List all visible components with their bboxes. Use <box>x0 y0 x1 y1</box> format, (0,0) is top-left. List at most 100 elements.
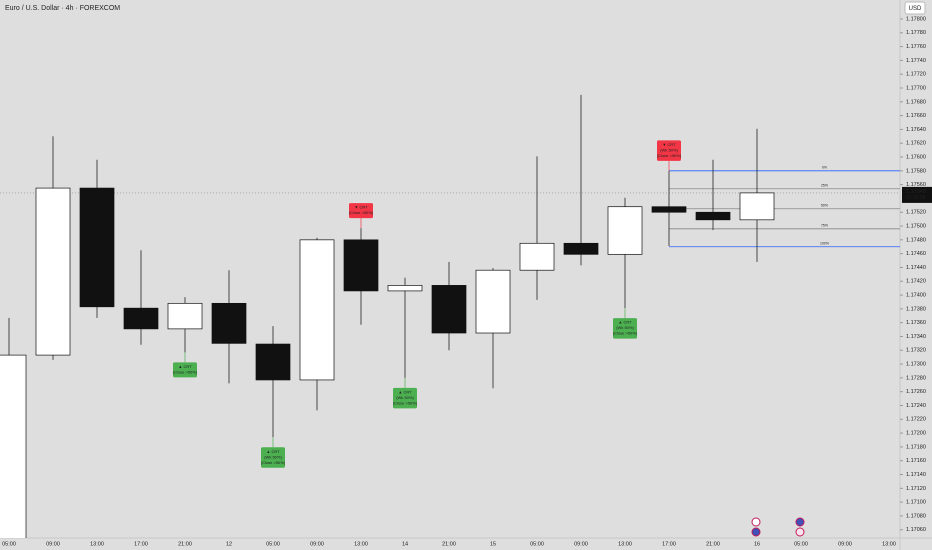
annotation-box <box>349 203 373 219</box>
candle-body <box>167 302 203 330</box>
y-tick-label: 1.17500 <box>906 223 926 229</box>
level-label: 75% <box>821 224 828 228</box>
annotation-box <box>613 318 637 339</box>
y-tick-label: 1.17720 <box>906 72 926 78</box>
x-tick-label: 13:00 <box>354 541 368 547</box>
x-tick-label: 15 <box>490 541 496 547</box>
level-label: 100% <box>820 242 829 246</box>
y-tick-label: 1.17120 <box>906 486 926 492</box>
annotation-text: (Wk 50%) <box>396 395 414 400</box>
y-tick-label: 1.17740 <box>906 58 926 64</box>
icon <box>751 527 761 537</box>
last-price-tag <box>902 186 932 203</box>
level-label: 50% <box>821 204 828 208</box>
y-tick-label: 1.17760 <box>906 44 926 50</box>
y-tick-label: 1.17800 <box>906 16 926 22</box>
y-tick-label: 1.17320 <box>906 348 926 354</box>
candle-body <box>431 285 467 334</box>
annotation-text: (Wk 50%) <box>264 454 282 459</box>
x-tick-label: 12 <box>226 541 232 547</box>
x-tick-label: 14 <box>402 541 408 547</box>
x-tick-label: 21:00 <box>706 541 720 547</box>
annotation-box <box>173 362 197 378</box>
y-tick-label: 1.17680 <box>906 99 926 105</box>
annotation-box <box>261 447 285 468</box>
x-tick-label: 13:00 <box>90 541 104 547</box>
y-tick-label: 1.17240 <box>906 403 926 409</box>
candle-body <box>739 192 775 221</box>
candle-body <box>519 242 555 271</box>
candle-body <box>255 343 291 381</box>
annotation-text: (Close >50%) <box>173 369 198 374</box>
x-tick-label: 05:00 <box>266 541 280 547</box>
y-tick-label: 1.17220 <box>906 417 926 423</box>
y-tick-label: 1.17200 <box>906 431 926 437</box>
y-tick-label: 1.17520 <box>906 210 926 216</box>
annotation-text: (Close >50%) <box>393 400 418 405</box>
y-tick-label: 1.17080 <box>906 513 926 519</box>
candle-body <box>475 269 511 334</box>
x-tick-label: 09:00 <box>574 541 588 547</box>
annotation-text: (Wk 50%) <box>660 147 678 152</box>
annotation-text: (Wk 50%) <box>616 325 634 330</box>
y-tick-label: 1.17340 <box>906 334 926 340</box>
annotation-text: (Close <50%) <box>657 153 682 158</box>
candle-body <box>35 187 71 356</box>
level-label: 0% <box>822 166 827 170</box>
annotation-text: ▼ CRT <box>354 205 368 210</box>
icon <box>795 517 805 527</box>
x-tick-label: 09:00 <box>46 541 60 547</box>
currency-label[interactable]: USD <box>909 6 922 12</box>
y-tick-label: 1.17300 <box>906 362 926 368</box>
annotation-box <box>393 387 417 409</box>
y-tick-label: 1.17640 <box>906 127 926 133</box>
y-tick-label: 1.17620 <box>906 141 926 147</box>
x-tick-label: 13:00 <box>882 541 896 547</box>
annotation-box <box>657 140 681 161</box>
x-tick-label: 21:00 <box>178 541 192 547</box>
y-tick-label: 1.17140 <box>906 472 926 478</box>
last-price-label: 1.17548 <box>906 189 926 195</box>
bottom-icons <box>751 517 805 537</box>
annotation-text: (Close <50%) <box>349 210 374 215</box>
candle-body <box>387 285 423 292</box>
y-tick-label: 1.17400 <box>906 293 926 299</box>
y-tick-label: 1.17660 <box>906 113 926 119</box>
candle-body <box>0 354 27 538</box>
x-tick-label: 16 <box>754 541 760 547</box>
icon <box>751 517 761 527</box>
level-label: 25% <box>821 184 828 188</box>
currency-button[interactable] <box>904 1 926 15</box>
candle-body <box>79 187 115 308</box>
candle-body <box>211 302 247 344</box>
x-tick-label: 17:00 <box>662 541 676 547</box>
annotation-text: (Close >50%) <box>613 331 638 336</box>
y-tick-label: 1.17360 <box>906 320 926 326</box>
y-tick-label: 1.17480 <box>906 237 926 243</box>
annotation-text: ▲ CRT <box>266 449 280 454</box>
y-tick-label: 1.17420 <box>906 279 926 285</box>
x-tick-label: 21:00 <box>442 541 456 547</box>
countdown-label: 01:25:58 <box>906 195 926 201</box>
plot-area: 0%25%50%75%100%▲ CRT(Close >50%)▲ CRT(Wk… <box>0 94 900 538</box>
x-tick-label: 09:00 <box>838 541 852 547</box>
icon <box>795 527 805 537</box>
x-tick-label: 13:00 <box>618 541 632 547</box>
x-tick-label: 05:00 <box>794 541 808 547</box>
x-tick-label: 05:00 <box>530 541 544 547</box>
annotation-text: ▲ CRT <box>398 389 412 394</box>
y-tick-label: 1.17260 <box>906 389 926 395</box>
annotation-text: (Close >50%) <box>261 460 286 465</box>
y-tick-label: 1.17160 <box>906 458 926 464</box>
candle-body <box>607 206 643 255</box>
annotation-text: ▲ CRT <box>618 320 632 325</box>
y-tick-label: 1.17100 <box>906 500 926 506</box>
y-tick-label: 1.17280 <box>906 375 926 381</box>
y-tick-label: 1.17440 <box>906 265 926 271</box>
candle-body <box>299 239 335 381</box>
y-tick-label: 1.17060 <box>906 527 926 533</box>
x-tick-label: 09:00 <box>310 541 324 547</box>
y-tick-label: 1.17380 <box>906 306 926 312</box>
